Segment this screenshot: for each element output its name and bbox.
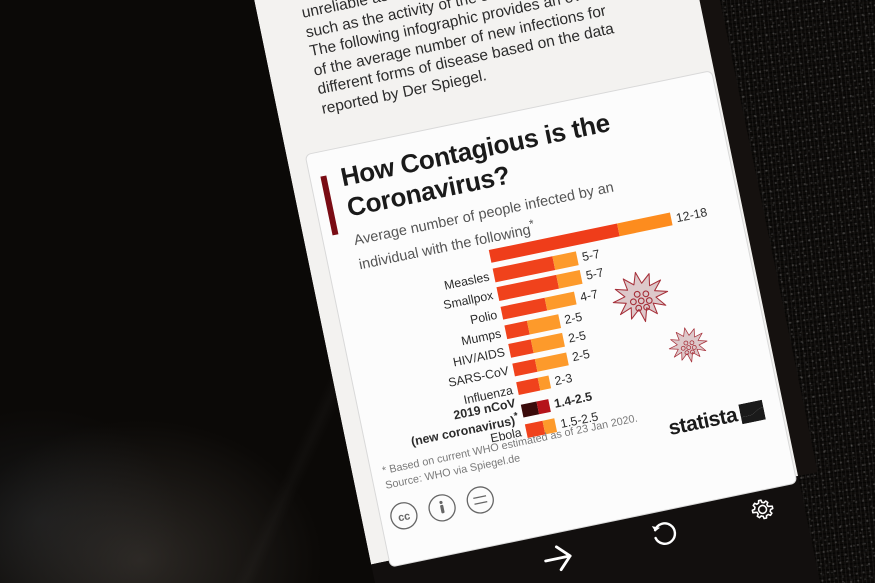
- svg-text:cc: cc: [397, 510, 411, 524]
